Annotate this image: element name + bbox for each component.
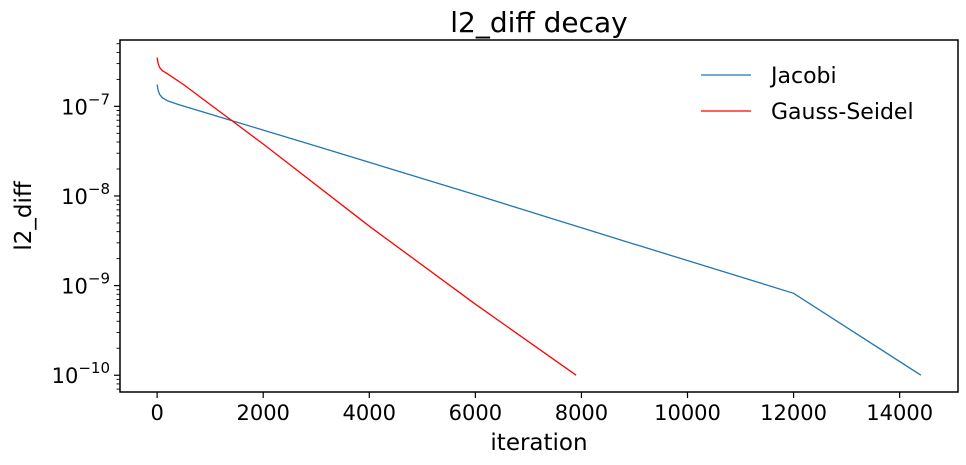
plot-frame bbox=[119, 39, 959, 393]
x-tick-label: 4000 bbox=[343, 401, 396, 425]
x-tick-label: 10000 bbox=[654, 401, 721, 425]
series-line-gauss-seidel bbox=[156, 57, 577, 376]
x-axis-ticks: 0 2000 4000 6000 8000 10000 12000 14000 bbox=[150, 392, 933, 425]
x-tick-label: 0 bbox=[150, 401, 163, 425]
y-tick-label: 10−7 bbox=[61, 90, 110, 119]
series-layer bbox=[156, 57, 922, 376]
y-tick-label: 10−9 bbox=[61, 270, 110, 299]
x-tick-label: 2000 bbox=[236, 401, 289, 425]
legend-label: Gauss-Seidel bbox=[771, 100, 914, 125]
x-axis-label: iteration bbox=[490, 430, 587, 456]
chart-title: l2_diff decay bbox=[450, 6, 627, 39]
x-tick-label: 6000 bbox=[449, 401, 502, 425]
legend-label: Jacobi bbox=[769, 64, 837, 89]
x-tick-label: 8000 bbox=[555, 401, 608, 425]
x-tick-label: 14000 bbox=[866, 401, 933, 425]
y-tick-label: 10−10 bbox=[52, 359, 110, 388]
y-axis-ticks: 10−7 10−8 10−9 10−10 bbox=[52, 43, 120, 390]
y-axis-label: l2_diff bbox=[11, 180, 37, 251]
series-line-jacobi bbox=[156, 84, 922, 376]
legend: Jacobi Gauss-Seidel bbox=[701, 64, 914, 125]
y-tick-label: 10−8 bbox=[61, 180, 110, 209]
x-tick-label: 12000 bbox=[760, 401, 827, 425]
